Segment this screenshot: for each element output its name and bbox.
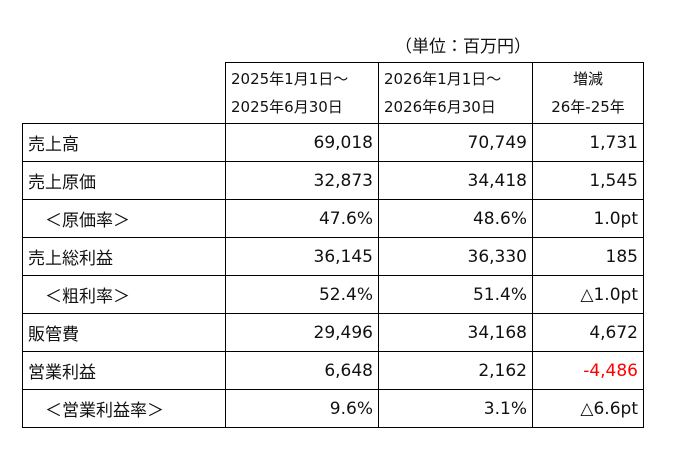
cell: 51.4% [378,275,533,314]
cell: 69,018 [225,123,379,162]
header-cell: 2026年1月1日～ 2026年6月30日 [378,62,533,124]
table-row: ＜営業利益率＞ 9.6% 3.1% △6.6pt [22,389,644,428]
header-cell: 増減 26年-25年 [532,62,644,124]
cell: △6.6pt [532,389,644,428]
table-row: 営業利益 6,648 2,162 -4,486 [22,351,644,390]
cell: 185 [532,237,644,276]
cell: 9.6% [225,389,379,428]
row-label: 売上総利益 [22,237,226,276]
table-row: ＜原価率＞ 47.6% 48.6% 1.0pt [22,199,644,238]
unit-label: （単位：百万円） [395,37,531,57]
header-cell [22,62,226,124]
cell: 36,145 [225,237,379,276]
header-line: 26年-25年 [551,98,625,116]
cell: 70,749 [378,123,533,162]
table-row: ＜粗利率＞ 52.4% 51.4% △1.0pt [22,275,644,314]
header-line: 増減 [572,70,603,88]
cell: 36,330 [378,237,533,276]
table-row: 売上高 69,018 70,749 1,731 [22,123,644,162]
header-row: 2025年1月1日～ 2025年6月30日 2026年1月1日～ 2026年6月30… [22,62,644,124]
table-row: 売上原価 32,873 34,418 1,545 [22,161,644,200]
cell: 1.0pt [532,199,644,238]
table: 2025年1月1日～ 2025年6月30日 2026年1月1日～ 2026年6月30… [22,62,644,428]
cell: 3.1% [378,389,533,428]
header-line: 2026年6月30日 [384,98,496,116]
header-line: 2025年1月1日～ [231,70,349,88]
cell: 4,672 [532,313,644,352]
row-label: ＜営業利益率＞ [22,389,226,428]
row-label: 売上高 [22,123,226,162]
row-label: 営業利益 [22,351,226,390]
cell: 29,496 [225,313,379,352]
cell: 2,162 [378,351,533,390]
row-label: ＜原価率＞ [22,199,226,238]
row-label: 販管費 [22,313,226,352]
cell: 48.6% [378,199,533,238]
cell: 34,418 [378,161,533,200]
cell: 32,873 [225,161,379,200]
cell: -4,486 [532,351,644,390]
cell: 47.6% [225,199,379,238]
cell: 34,168 [378,313,533,352]
row-label: ＜粗利率＞ [22,275,226,314]
table-body: 2025年1月1日～ 2025年6月30日 2026年1月1日～ 2026年6月30… [22,62,644,428]
cell: △1.0pt [532,275,644,314]
cell: 1,545 [532,161,644,200]
table-row: 販管費 29,496 34,168 4,672 [22,313,644,352]
header-line: 2025年6月30日 [231,98,343,116]
table-row: 売上総利益 36,145 36,330 185 [22,237,644,276]
cell: 52.4% [225,275,379,314]
cell: 6,648 [225,351,379,390]
header-line: 2026年1月1日～ [384,70,502,88]
row-label: 売上原価 [22,161,226,200]
cell: 1,731 [532,123,644,162]
header-cell: 2025年1月1日～ 2025年6月30日 [225,62,379,124]
